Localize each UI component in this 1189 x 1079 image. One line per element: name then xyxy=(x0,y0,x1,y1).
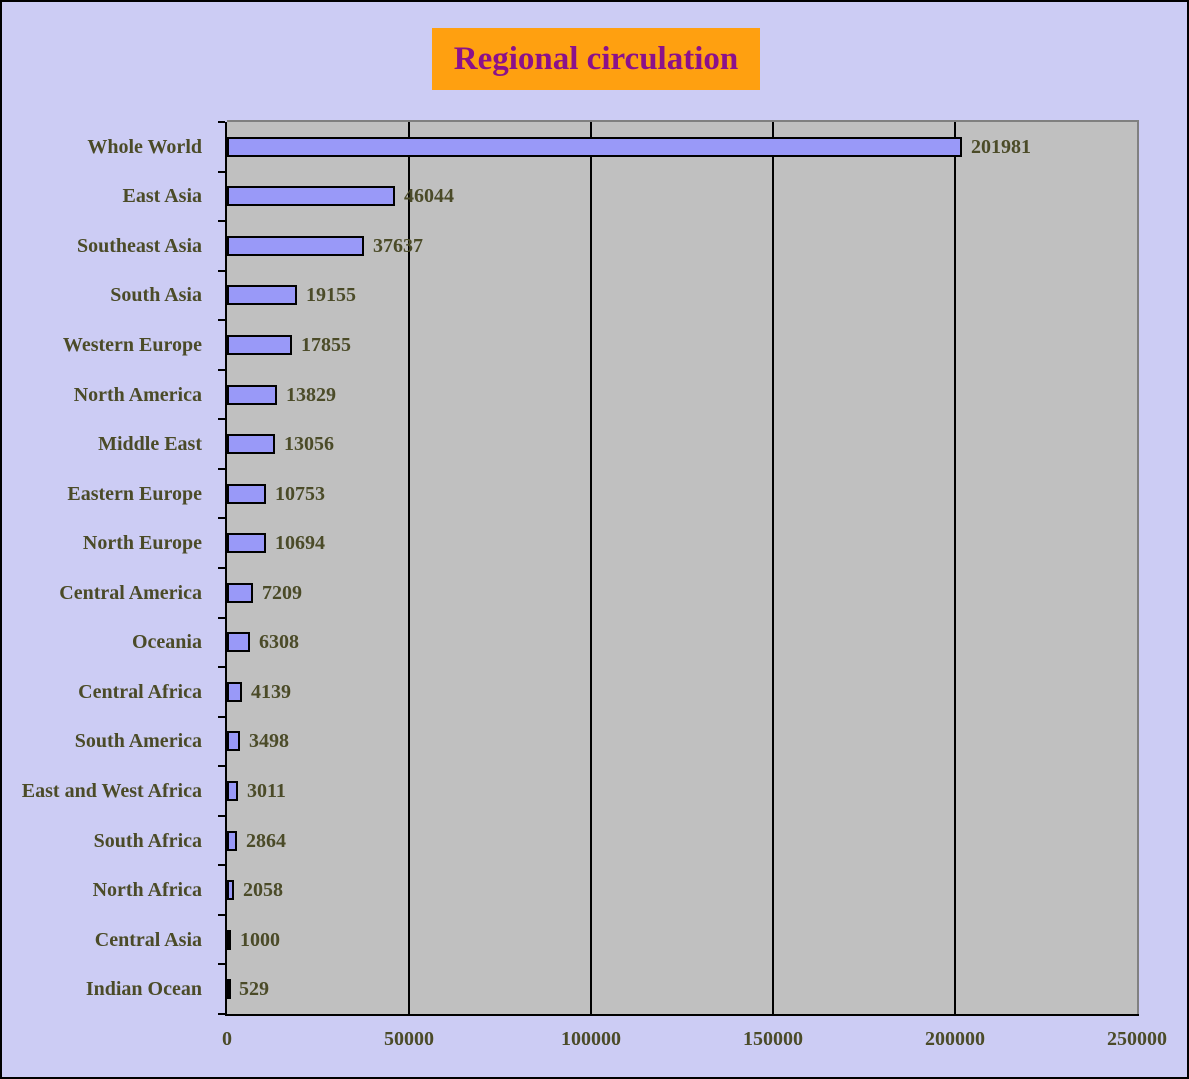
y-axis-label: North Europe xyxy=(82,532,202,554)
y-axis-tick xyxy=(218,121,225,123)
x-axis-label: 100000 xyxy=(561,1028,621,1050)
y-axis-label: East Asia xyxy=(122,185,202,207)
x-axis-line xyxy=(225,1014,1139,1016)
y-axis-tick xyxy=(218,815,225,817)
y-axis-tick xyxy=(218,517,225,519)
value-label: 2864 xyxy=(246,830,286,852)
bar xyxy=(227,137,962,157)
y-axis-label: North Africa xyxy=(92,879,202,901)
y-axis-label: Whole World xyxy=(87,136,202,158)
plot-border-top xyxy=(227,120,1139,122)
value-label: 1000 xyxy=(240,929,280,951)
value-label: 201981 xyxy=(971,136,1031,158)
bar xyxy=(227,831,237,851)
value-label: 3498 xyxy=(249,730,289,752)
y-axis-label: Western Europe xyxy=(62,334,202,356)
bar xyxy=(227,731,240,751)
x-axis-label: 150000 xyxy=(743,1028,803,1050)
value-label: 19155 xyxy=(306,284,356,306)
x-axis-label: 250000 xyxy=(1107,1028,1167,1050)
y-axis-labels: Whole World East Asia Southeast Asia South … xyxy=(2,122,209,1014)
x-axis-label: 0 xyxy=(222,1028,232,1050)
gridline-x-50000 xyxy=(408,122,410,1014)
value-label: 46044 xyxy=(404,185,454,207)
y-axis-label: Central Asia xyxy=(94,929,202,951)
value-label: 10753 xyxy=(275,483,325,505)
y-axis-tick xyxy=(218,270,225,272)
plot-area: 201981 46044 37637 19155 17855 13829 13056 1075… xyxy=(218,120,1139,1016)
y-axis-label: South Africa xyxy=(93,830,202,852)
value-label: 13056 xyxy=(284,433,334,455)
x-axis-label: 200000 xyxy=(925,1028,985,1050)
y-axis-tick xyxy=(218,567,225,569)
y-axis-tick xyxy=(218,1013,225,1015)
y-axis-label: South Asia xyxy=(110,284,202,306)
chart-title: Regional circulation xyxy=(453,40,739,77)
bar xyxy=(227,335,292,355)
y-axis-tick xyxy=(218,864,225,866)
y-axis-tick xyxy=(218,319,225,321)
bar xyxy=(227,682,242,702)
bar xyxy=(227,186,395,206)
y-axis-tick xyxy=(218,171,225,173)
y-axis-label: Southeast Asia xyxy=(76,235,202,257)
y-axis-label: East and West Africa xyxy=(21,780,202,802)
chart-title-box: Regional circulation xyxy=(432,28,760,90)
bar xyxy=(227,434,275,454)
value-label: 2058 xyxy=(243,879,283,901)
y-axis-label: Central Africa xyxy=(78,681,202,703)
y-axis-tick xyxy=(218,468,225,470)
y-axis-label: North America xyxy=(73,384,202,406)
value-label: 529 xyxy=(239,978,269,1000)
y-axis-label: Oceania xyxy=(132,631,202,653)
value-label: 6308 xyxy=(259,631,299,653)
y-axis-label: Middle East xyxy=(98,433,202,455)
value-label: 3011 xyxy=(247,780,286,802)
value-label: 7209 xyxy=(262,582,302,604)
x-axis-labels: 0 50000 100000 150000 200000 250000 xyxy=(222,1028,1167,1058)
y-axis-label: South America xyxy=(74,730,202,752)
bar xyxy=(227,583,253,603)
bar xyxy=(227,385,277,405)
value-label: 37637 xyxy=(373,235,423,257)
gridline-x-200000 xyxy=(954,122,956,1014)
y-axis-line xyxy=(225,122,227,1016)
y-axis-tick xyxy=(218,963,225,965)
y-axis-tick xyxy=(218,418,225,420)
y-axis-label: Eastern Europe xyxy=(67,483,202,505)
gridline-x-150000 xyxy=(772,122,774,1014)
y-axis-tick xyxy=(218,617,225,619)
value-label: 10694 xyxy=(275,532,325,554)
bar xyxy=(227,930,231,950)
y-axis-tick xyxy=(218,765,225,767)
value-label: 4139 xyxy=(251,681,291,703)
gridline-x-100000 xyxy=(590,122,592,1014)
bar xyxy=(227,632,250,652)
y-axis-tick xyxy=(218,666,225,668)
y-axis-label: Central America xyxy=(59,582,202,604)
y-axis-tick xyxy=(218,914,225,916)
bar xyxy=(227,236,364,256)
plot-border-right xyxy=(1137,120,1139,1016)
x-axis-label: 50000 xyxy=(384,1028,434,1050)
value-label: 17855 xyxy=(301,334,351,356)
value-label: 13829 xyxy=(286,384,336,406)
bar xyxy=(227,781,238,801)
bar xyxy=(227,484,266,504)
bar xyxy=(227,880,234,900)
y-axis-tick xyxy=(218,369,225,371)
y-axis-tick xyxy=(218,716,225,718)
bar xyxy=(227,533,266,553)
bar xyxy=(227,285,297,305)
y-axis-label: Indian Ocean xyxy=(85,978,202,1000)
y-axis-tick xyxy=(218,220,225,222)
bar xyxy=(227,979,231,999)
